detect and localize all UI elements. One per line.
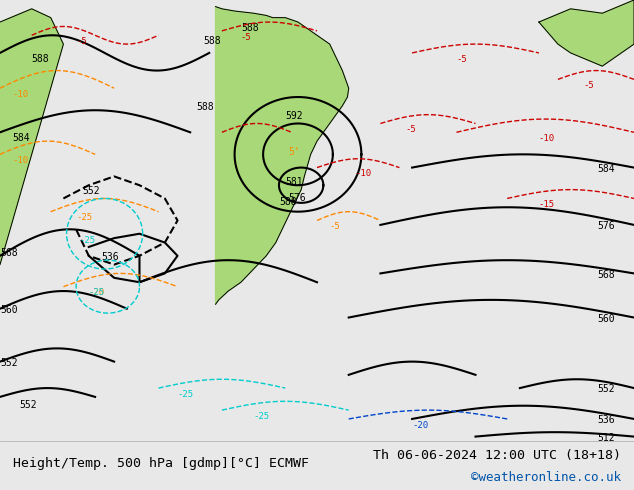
Text: -10: -10 (13, 90, 29, 99)
Text: -10: -10 (539, 134, 555, 143)
Text: 584: 584 (597, 164, 615, 174)
Text: 568: 568 (597, 270, 615, 280)
Text: 552: 552 (597, 385, 615, 394)
Polygon shape (216, 7, 349, 304)
Text: 576: 576 (597, 221, 615, 231)
Text: Th 06-06-2024 12:00 UTC (18+18): Th 06-06-2024 12:00 UTC (18+18) (373, 449, 621, 462)
Text: 588: 588 (197, 102, 214, 112)
Text: -10: -10 (13, 156, 29, 165)
Text: 588: 588 (203, 36, 221, 46)
Text: 581: 581 (285, 177, 303, 187)
Text: 5': 5' (288, 147, 301, 157)
Polygon shape (0, 9, 63, 265)
Text: 568: 568 (0, 248, 18, 258)
Text: -25: -25 (79, 236, 95, 245)
Text: -10: -10 (355, 170, 371, 178)
Text: -5: -5 (241, 33, 252, 42)
Text: 584: 584 (13, 133, 30, 143)
Text: -5: -5 (76, 37, 87, 46)
Text: 588: 588 (241, 23, 259, 33)
Text: -5: -5 (456, 55, 467, 64)
Text: -15: -15 (539, 200, 555, 209)
Text: Height/Temp. 500 hPa [gdmp][°C] ECMWF: Height/Temp. 500 hPa [gdmp][°C] ECMWF (13, 457, 309, 469)
Text: -25: -25 (254, 412, 269, 421)
Text: ©weatheronline.co.uk: ©weatheronline.co.uk (471, 471, 621, 484)
Text: 536: 536 (101, 252, 119, 262)
Text: 560: 560 (0, 305, 18, 315)
Text: 588: 588 (32, 54, 49, 64)
Text: 552: 552 (19, 400, 37, 410)
Text: -5: -5 (330, 222, 340, 231)
Text: 536: 536 (597, 416, 615, 425)
Text: 560: 560 (597, 314, 615, 324)
Text: 552: 552 (0, 358, 18, 368)
Text: 552: 552 (82, 186, 100, 196)
Text: -25: -25 (89, 289, 105, 297)
Text: -5: -5 (583, 81, 594, 90)
Text: -20: -20 (89, 289, 105, 297)
Text: 512: 512 (597, 433, 615, 443)
Text: -5: -5 (406, 125, 417, 134)
Text: -25: -25 (76, 214, 92, 222)
Text: -25: -25 (178, 390, 193, 399)
Text: 588: 588 (279, 197, 297, 207)
Polygon shape (539, 0, 634, 66)
Text: -20: -20 (412, 421, 428, 430)
Text: 576: 576 (288, 193, 306, 203)
Text: 592: 592 (285, 111, 303, 121)
